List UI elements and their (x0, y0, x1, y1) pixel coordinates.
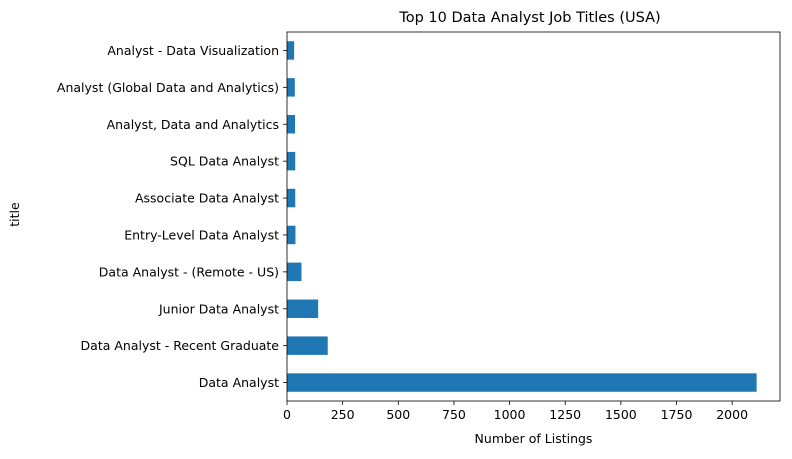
x-tick-label: 1000 (494, 407, 526, 422)
y-tick-label: Entry-Level Data Analyst (124, 227, 279, 242)
y-tick-label: Analyst, Data and Analytics (107, 117, 279, 132)
x-tick-label: 1500 (605, 407, 637, 422)
y-tick-label: Junior Data Analyst (158, 301, 279, 316)
x-tick-label: 250 (331, 407, 355, 422)
bar (287, 151, 296, 171)
y-tick-label: SQL Data Analyst (170, 154, 279, 169)
bar (287, 115, 296, 134)
y-tick-label: Data Analyst (199, 375, 279, 390)
x-tick-label: 1250 (549, 407, 581, 422)
x-tick-label: 2000 (716, 407, 748, 422)
chart-title: Top 10 Data Analyst Job Titles (USA) (398, 10, 660, 26)
x-tick-label: 1750 (661, 407, 693, 422)
bar (287, 41, 295, 60)
bar (287, 299, 319, 318)
bar (287, 336, 328, 355)
y-tick-label: Data Analyst - (Remote - US) (99, 264, 279, 279)
y-axis-label: title (7, 202, 22, 227)
x-axis-label: Number of Listings (475, 431, 593, 446)
bar (287, 373, 757, 392)
y-tick-label: Data Analyst - Recent Graduate (81, 338, 280, 353)
bar (287, 188, 296, 208)
axes-layer: Data Analyst Data Analyst - Recent Gradua… (57, 31, 781, 422)
bars-layer (287, 41, 757, 392)
y-tick-label: Analyst (Global Data and Analytics) (57, 80, 279, 95)
y-tick-label: Associate Data Analyst (135, 191, 279, 206)
x-tick-label: 750 (442, 407, 466, 422)
plot-frame (286, 31, 781, 402)
bar (287, 262, 302, 282)
y-tick-label: Analyst - Data Visualization (107, 43, 279, 58)
bar (287, 225, 296, 245)
x-tick-label: 500 (386, 407, 410, 422)
x-tick-label: 0 (283, 407, 291, 422)
bar (287, 78, 295, 97)
